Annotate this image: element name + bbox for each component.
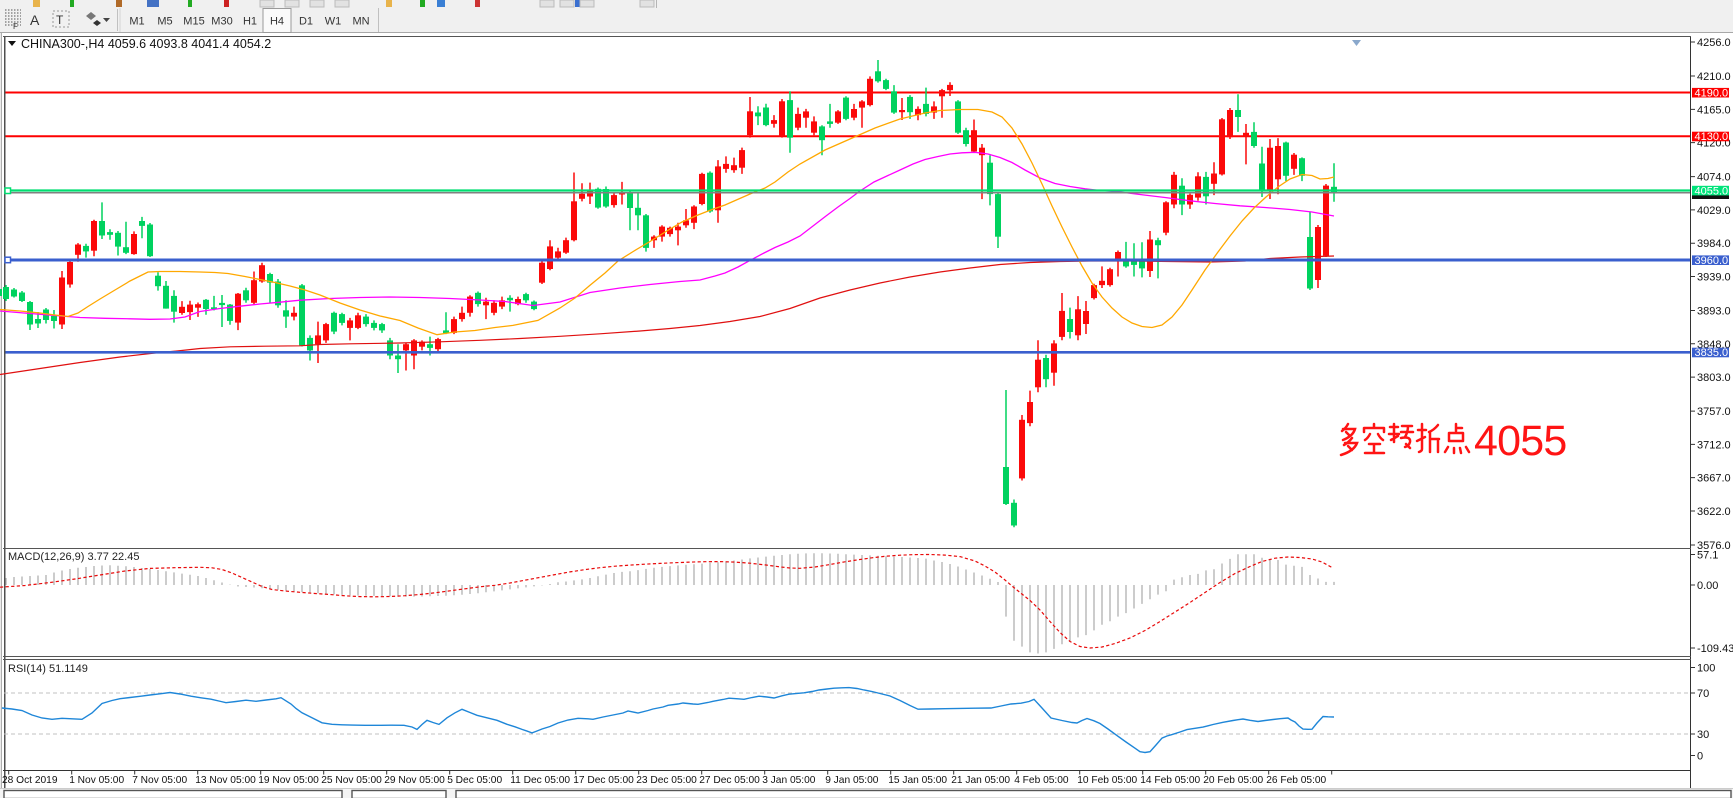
svg-text:3 Jan 05:00: 3 Jan 05:00 <box>762 775 816 786</box>
svg-text:3576.0: 3576.0 <box>1697 540 1731 552</box>
svg-text:3893.0: 3893.0 <box>1697 306 1731 318</box>
svg-text:4074.0: 4074.0 <box>1697 172 1731 184</box>
svg-text:3960.0: 3960.0 <box>1695 255 1729 267</box>
svg-text:0.00: 0.00 <box>1697 580 1718 592</box>
svg-text:57.1: 57.1 <box>1697 550 1718 562</box>
svg-text:4190.0: 4190.0 <box>1695 87 1729 99</box>
svg-text:3667.0: 3667.0 <box>1697 473 1731 485</box>
svg-text:RSI(14) 51.1149: RSI(14) 51.1149 <box>8 663 88 675</box>
svg-text:30: 30 <box>1697 729 1709 741</box>
svg-text:70: 70 <box>1697 688 1709 700</box>
svg-text:D1: D1 <box>299 16 313 28</box>
svg-text:4165.0: 4165.0 <box>1697 104 1731 116</box>
svg-text:M5: M5 <box>157 16 172 28</box>
svg-text:CHINA300-,H4 4059.6 4093.8 40: CHINA300-,H4 4059.6 4093.8 4041.4 4054.2 <box>21 37 271 51</box>
svg-text:26 Feb 05:00: 26 Feb 05:00 <box>1266 775 1326 786</box>
svg-text:T: T <box>56 13 64 27</box>
svg-text:9 Jan 05:00: 9 Jan 05:00 <box>825 775 879 786</box>
svg-text:MN: MN <box>352 16 369 28</box>
svg-text:MACD(12,26,9) 3.77 22.45: MACD(12,26,9) 3.77 22.45 <box>8 551 139 563</box>
svg-text:5 Dec 05:00: 5 Dec 05:00 <box>447 775 502 786</box>
svg-text:M1: M1 <box>129 16 144 28</box>
svg-text:29 Nov 05:00: 29 Nov 05:00 <box>384 775 445 786</box>
svg-text:4055: 4055 <box>1474 417 1566 465</box>
svg-text:3622.0: 3622.0 <box>1697 506 1731 518</box>
svg-text:3803.0: 3803.0 <box>1697 372 1731 384</box>
svg-text:0: 0 <box>1697 751 1703 763</box>
svg-text:4055.0: 4055.0 <box>1695 185 1729 197</box>
svg-text:4210.0: 4210.0 <box>1697 71 1731 83</box>
svg-text:H1: H1 <box>243 16 257 28</box>
svg-text:10 Feb 05:00: 10 Feb 05:00 <box>1077 775 1137 786</box>
svg-text:3984.0: 3984.0 <box>1697 238 1731 250</box>
svg-text:13 Nov 05:00: 13 Nov 05:00 <box>195 775 256 786</box>
svg-text:3712.0: 3712.0 <box>1697 439 1731 451</box>
svg-text:M30: M30 <box>211 16 232 28</box>
svg-text:19 Nov 05:00: 19 Nov 05:00 <box>258 775 319 786</box>
svg-text:4256.0: 4256.0 <box>1697 37 1731 49</box>
svg-text:14 Feb 05:00: 14 Feb 05:00 <box>1140 775 1200 786</box>
svg-text:-109.43: -109.43 <box>1697 643 1733 655</box>
svg-text:15 Jan 05:00: 15 Jan 05:00 <box>888 775 947 786</box>
svg-text:3939.0: 3939.0 <box>1697 272 1731 284</box>
svg-text:7 Nov 05:00: 7 Nov 05:00 <box>132 775 187 786</box>
svg-text:17 Dec 05:00: 17 Dec 05:00 <box>573 775 634 786</box>
svg-text:3835.0: 3835.0 <box>1695 347 1729 359</box>
svg-text:100: 100 <box>1697 663 1715 675</box>
svg-text:A: A <box>30 12 40 28</box>
svg-text:W1: W1 <box>325 16 342 28</box>
svg-text:4130.0: 4130.0 <box>1695 131 1729 143</box>
svg-text:M15: M15 <box>183 16 204 28</box>
svg-text:F: F <box>13 22 18 31</box>
svg-text:1 Nov 05:00: 1 Nov 05:00 <box>69 775 124 786</box>
svg-text:20 Feb 05:00: 20 Feb 05:00 <box>1203 775 1263 786</box>
svg-text:H4: H4 <box>270 16 284 28</box>
svg-text:23 Dec 05:00: 23 Dec 05:00 <box>636 775 697 786</box>
svg-text:25 Nov 05:00: 25 Nov 05:00 <box>321 775 382 786</box>
svg-text:27 Dec 05:00: 27 Dec 05:00 <box>699 775 760 786</box>
svg-text:4 Feb 05:00: 4 Feb 05:00 <box>1014 775 1069 786</box>
svg-text:28 Oct 2019: 28 Oct 2019 <box>2 775 58 786</box>
svg-text:4029.0: 4029.0 <box>1697 205 1731 217</box>
svg-text:3757.0: 3757.0 <box>1697 406 1731 418</box>
svg-text:11 Dec 05:00: 11 Dec 05:00 <box>510 775 570 786</box>
svg-text:21 Jan 05:00: 21 Jan 05:00 <box>951 775 1010 786</box>
